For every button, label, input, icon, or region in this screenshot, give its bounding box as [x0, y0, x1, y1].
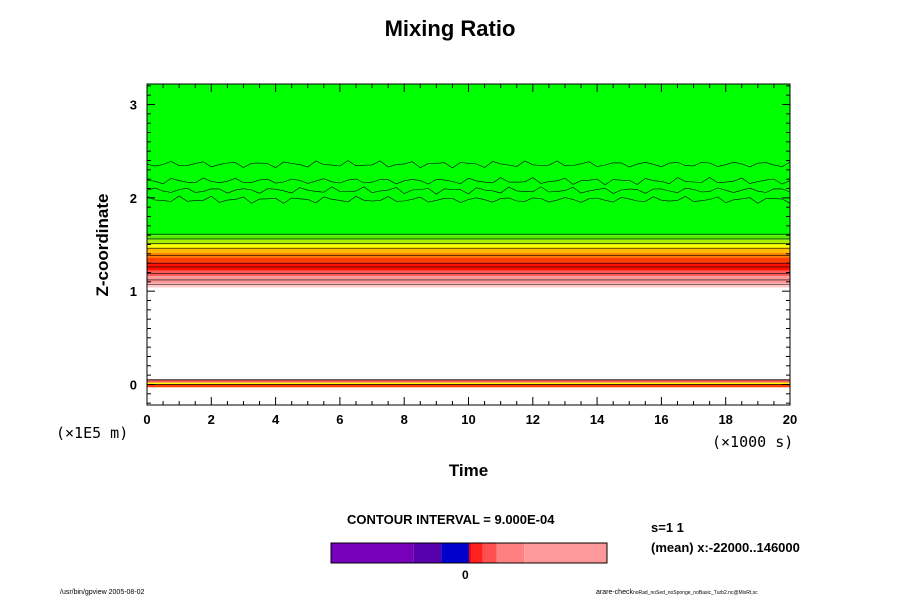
contour-line [146, 177, 791, 186]
y-axis-label: Z-coordinate [93, 193, 112, 297]
x-tick-label: 2 [208, 412, 215, 427]
colorbar-segment [441, 543, 469, 563]
contour-lines [146, 160, 791, 385]
y-axis-unit: (×1E5 m) [56, 424, 129, 442]
y-tick-label: 0 [130, 377, 137, 392]
x-tick-label: 20 [783, 412, 797, 427]
colorbar-segment [524, 543, 607, 563]
heatmap-band [147, 262, 790, 271]
heatmap-band [147, 257, 790, 263]
contour-line [146, 186, 791, 195]
colorbar-label: 0 [462, 568, 469, 582]
contour-line [146, 160, 791, 169]
heatmap-band [147, 379, 790, 383]
contour-line [146, 195, 791, 204]
x-axis-unit: (×1000 s) [712, 433, 794, 451]
colorbar-segment [469, 543, 472, 563]
x-tick-label: 16 [654, 412, 668, 427]
x-tick-label: 4 [272, 412, 280, 427]
heatmap-band [147, 248, 790, 253]
x-tick-label: 14 [590, 412, 605, 427]
slice-info: s=1 1 [651, 520, 684, 535]
colorbar [330, 542, 608, 564]
heatmap-band [147, 252, 790, 258]
heatmap-band [147, 235, 790, 240]
x-tick-label: 12 [526, 412, 540, 427]
footer-source-sub: noRad_noSed_noSponge_noBasic_Turb2.nc@Mi… [632, 590, 758, 596]
colorbar-frame [330, 542, 608, 564]
colorbar-segment [496, 543, 525, 563]
heatmap-band [147, 84, 790, 236]
chart-title: Mixing Ratio [384, 16, 516, 41]
x-tick-label: 10 [461, 412, 475, 427]
y-tick-label: 3 [130, 98, 137, 113]
heatmap-band [147, 283, 790, 288]
footer-source: arare-checknoRad_noSed_noSponge_noBasic_… [596, 589, 758, 596]
heatmap-band [147, 244, 790, 249]
x-axis-ticks: 0 2 4 6 8 10 12 14 16 18 20 [143, 84, 797, 427]
colorbar-segment [331, 543, 414, 563]
footer-command: /usr/bin/gpview 2005-08-02 [60, 589, 145, 596]
heatmap-bands [147, 84, 790, 388]
x-tick-label: 18 [718, 412, 732, 427]
heatmap-band [147, 239, 790, 245]
x-tick-label: 6 [336, 412, 343, 427]
heatmap-band [147, 382, 790, 385]
heatmap-band [147, 384, 790, 388]
footer-source-main: arare-check [596, 589, 633, 596]
mean-range-info: (mean) x:-22000..146000 [651, 540, 800, 555]
colorbar-segment [471, 543, 483, 563]
contour-interval: CONTOUR INTERVAL = 9.000E-04 [347, 512, 555, 527]
y-tick-label: 1 [130, 284, 137, 299]
y-axis-label-wrap: Z-coordinate [72, 194, 132, 297]
y-tick-label: 2 [130, 191, 137, 206]
x-axis-label: Time [448, 461, 489, 480]
colorbar-segment [413, 543, 442, 563]
y-axis-ticks: 0 1 2 3 [130, 85, 790, 404]
x-tick-label: 0 [143, 412, 150, 427]
colorbar-segment [482, 543, 497, 563]
x-tick-label: 8 [401, 412, 408, 427]
